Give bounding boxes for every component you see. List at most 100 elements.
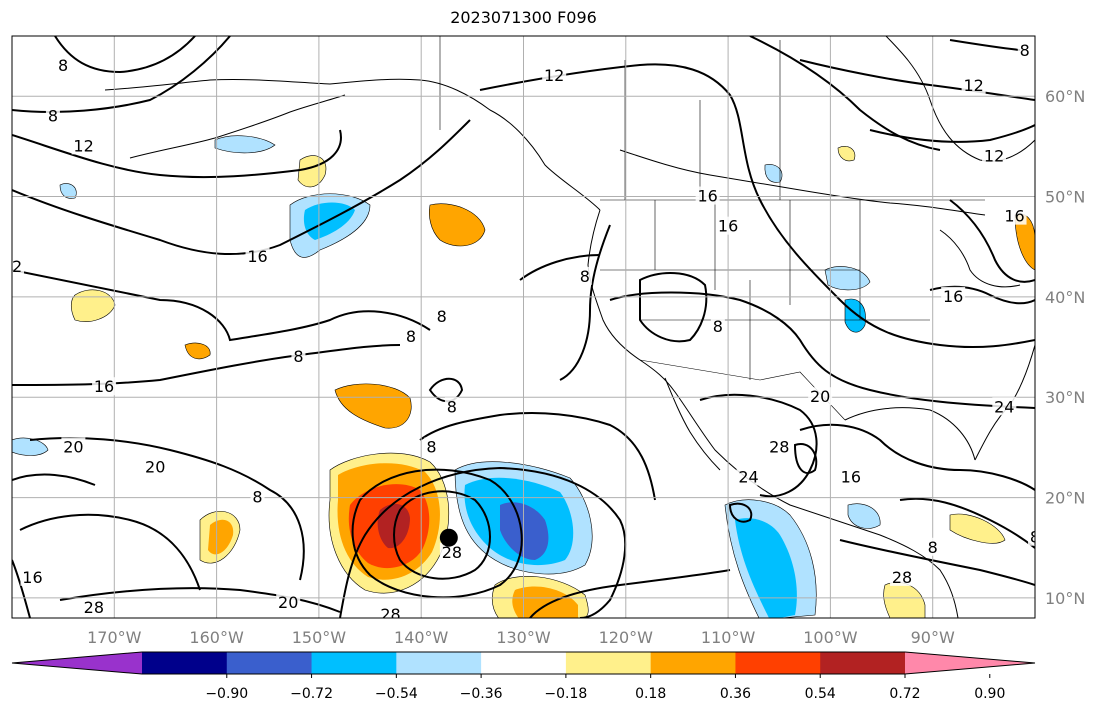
contour-label-bg <box>716 216 741 235</box>
shade-yellow-topleft <box>297 155 327 188</box>
contour-line-4 <box>12 119 471 256</box>
coast-aleutians <box>129 94 346 159</box>
contour-label-bg <box>710 317 725 335</box>
contour-label-bg <box>890 567 915 586</box>
contour-label: 24 <box>994 397 1014 416</box>
contour-label-bg <box>439 542 464 561</box>
contour-label: 16 <box>247 247 267 266</box>
contour-label-bg <box>403 327 418 346</box>
contour-label: 12 <box>2 257 22 276</box>
contour-line-13 <box>519 254 601 281</box>
contour-line-28 <box>12 473 96 486</box>
contour-label-bg <box>695 186 720 205</box>
contour-label: 16 <box>697 187 717 206</box>
contour-label: 8 <box>426 437 436 456</box>
contour-line-15 <box>479 63 1035 349</box>
contour-line-18 <box>699 393 818 498</box>
shade-lightblue-us <box>824 266 871 291</box>
contour-label: 16 <box>718 217 738 236</box>
contour-label-bg <box>577 266 592 285</box>
contour-label: 8 <box>48 106 58 125</box>
contour-line-31 <box>793 443 818 474</box>
colorbar-bin <box>650 652 736 674</box>
contour-line-5 <box>12 269 431 342</box>
contour-label: 12 <box>963 76 983 95</box>
contour-line-21 <box>899 497 1035 549</box>
shade-lightblue-aleut <box>214 135 276 154</box>
contour-line-17 <box>609 291 1035 409</box>
coast-baja <box>664 377 721 471</box>
contour-label: 8 <box>713 317 723 336</box>
coast-greatlakes <box>939 229 1021 288</box>
contour-label: 12 <box>73 136 93 155</box>
contour-label: 28 <box>380 605 400 624</box>
contour-label-bg <box>143 457 168 476</box>
colorbar-tick-label: 0.36 <box>720 686 751 702</box>
shade-orange-sw <box>208 519 234 555</box>
colorbar-bin <box>226 652 313 674</box>
contour-line-11 <box>419 412 656 501</box>
contour-label: 12 <box>544 66 564 85</box>
contour-label-bg <box>61 437 86 456</box>
contour-label-bg <box>45 106 60 125</box>
map-frame <box>11 35 1036 619</box>
contour-line-22 <box>949 199 1035 283</box>
contour-line-3 <box>12 129 342 179</box>
contour-line-30 <box>728 502 753 523</box>
contour-label: 24 <box>738 468 758 487</box>
shade-lightblue-gulf <box>847 503 881 529</box>
contour-label-bg <box>1028 527 1035 546</box>
contour-label: 28 <box>892 568 912 587</box>
colorbar-bin <box>396 652 482 674</box>
contour-storm-3 <box>339 466 627 618</box>
colorbar-bin <box>735 652 821 674</box>
contour-label-bg <box>81 597 106 616</box>
contour-line-24 <box>799 59 1035 101</box>
shade-yellow-caribbean <box>949 513 1006 544</box>
contour-label-bg <box>925 537 940 556</box>
shade-yellow-gulf <box>883 582 926 618</box>
contour-label-bg <box>542 66 567 85</box>
contour-label-bg <box>941 286 966 305</box>
contour-label: 8 <box>580 267 590 286</box>
contour-label: 8 <box>252 488 262 507</box>
contour-label: 8 <box>928 538 938 557</box>
contour-storm-2 <box>351 468 523 599</box>
colorbar-tick-label: −0.90 <box>205 686 248 702</box>
contour-label: 8 <box>293 347 303 366</box>
contour-label: 8 <box>1030 528 1040 547</box>
contour-label-bg <box>276 592 301 611</box>
coast-canada-north <box>619 149 986 216</box>
lon-label: 160°W <box>189 628 244 647</box>
contour-label-bg <box>992 397 1017 416</box>
colorbar-tick-label: 0.18 <box>635 686 666 702</box>
contour-label: 8 <box>447 397 457 416</box>
longitude-labels: 170°W 160°W 150°W 140°W 130°W 120°W 110°W 100°W… <box>87 628 955 647</box>
lat-lon-grid <box>12 36 1035 618</box>
map-title: 2023071300 F096 <box>450 8 597 27</box>
contour-label-bg <box>444 397 459 416</box>
coast-alaska <box>104 78 601 211</box>
shade-lightblue-n2 <box>59 183 77 199</box>
contour-label: 16 <box>841 468 861 487</box>
contour-label: 20 <box>145 457 165 476</box>
contour-line-10 <box>529 569 731 618</box>
colorbar-bin <box>820 652 906 674</box>
colorbar-extend-min <box>12 652 142 674</box>
shade-lightblue-wedge <box>12 437 49 456</box>
contour-storm-1 <box>393 490 491 580</box>
lat-label: 50°N <box>1045 188 1085 207</box>
contour-label-bg <box>92 377 117 396</box>
lon-label: 110°W <box>701 628 756 647</box>
contour-lines <box>12 36 1035 618</box>
shade-orange-north <box>334 383 412 429</box>
contour-label-bg <box>767 437 792 456</box>
political-borders <box>439 36 985 421</box>
lon-label: 140°W <box>394 628 449 647</box>
shade-blue-north <box>303 202 355 240</box>
contour-label: 28 <box>442 543 462 562</box>
lat-label: 40°N <box>1045 288 1085 307</box>
contour-label: 28 <box>769 437 789 456</box>
